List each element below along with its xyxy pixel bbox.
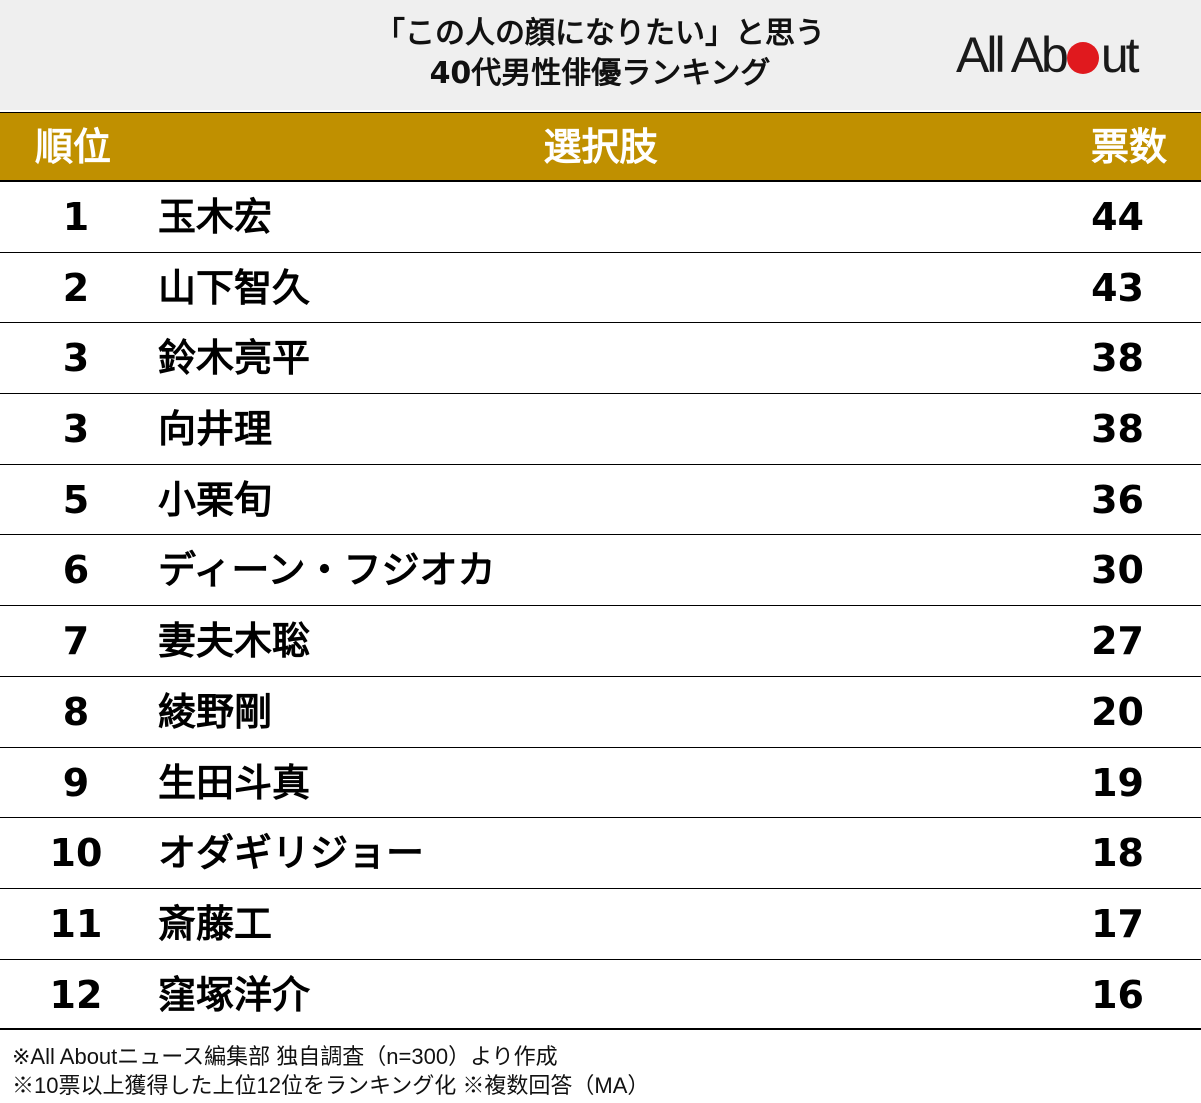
table-row: 10 オダギリジョー 18 (0, 818, 1201, 889)
rank-cell: 8 (62, 689, 90, 734)
votes-cell: 30 (1091, 548, 1144, 593)
rank-cell: 6 (62, 548, 90, 593)
table-row: 11 斎藤工 17 (0, 889, 1201, 960)
ranking-table-body: 1 玉木宏 44 2 山下智久 43 3 鈴木亮平 38 3 向井理 38 5 … (0, 182, 1201, 1031)
table-row: 3 向井理 38 (0, 394, 1201, 465)
table-row: 5 小栗旬 36 (0, 465, 1201, 536)
logo-red-dot-icon (1066, 42, 1099, 74)
table-row: 2 山下智久 43 (0, 253, 1201, 324)
name-cell: 玉木宏 (158, 195, 273, 239)
votes-cell: 20 (1091, 689, 1144, 734)
rank-cell: 7 (62, 619, 90, 664)
logo-text-2: ut (1100, 27, 1140, 83)
name-cell: ディーン・フジオカ (158, 548, 496, 593)
votes-cell: 27 (1091, 619, 1144, 664)
rank-cell: 10 (49, 831, 103, 876)
votes-cell: 17 (1091, 901, 1144, 946)
votes-cell: 44 (1091, 195, 1144, 239)
page-title: 「この人の顔になりたい」と思う 40代男性俳優ランキング (300, 14, 900, 94)
rank-cell: 9 (62, 760, 90, 805)
table-row: 8 綾野剛 20 (0, 677, 1201, 748)
name-cell: 窪塚洋介 (158, 972, 311, 1017)
rank-cell: 11 (49, 901, 103, 946)
footnotes: ※All Aboutニュース編集部 独自調査（n=300）より作成 ※10票以上… (12, 1042, 649, 1100)
column-header-rank: 順位 (35, 125, 112, 169)
votes-cell: 16 (1091, 972, 1144, 1017)
all-about-logo: All Ab ut (956, 27, 1140, 83)
table-row: 6 ディーン・フジオカ 30 (0, 535, 1201, 607)
table-row: 12 窪塚洋介 16 (0, 960, 1201, 1031)
rank-cell: 5 (62, 477, 90, 522)
rank-cell: 3 (62, 407, 90, 452)
rank-cell: 1 (62, 195, 90, 239)
name-cell: 鈴木亮平 (158, 336, 311, 381)
rank-cell: 3 (62, 336, 90, 381)
votes-cell: 38 (1091, 336, 1144, 381)
footnote-source: ※All Aboutニュース編集部 独自調査（n=300）より作成 (12, 1044, 558, 1069)
votes-cell: 38 (1091, 407, 1144, 452)
table-header: 順位 選択肢 票数 (0, 112, 1201, 182)
name-cell: オダギリジョー (158, 831, 425, 876)
name-cell: 向井理 (158, 407, 273, 452)
title-bar: 「この人の顔になりたい」と思う 40代男性俳優ランキング All Ab ut (0, 0, 1201, 110)
table-row: 1 玉木宏 44 (0, 182, 1201, 253)
votes-cell: 43 (1091, 265, 1144, 310)
logo-text-1: All Ab (956, 27, 1069, 83)
column-header-votes: 票数 (1090, 125, 1167, 169)
name-cell: 綾野剛 (158, 689, 273, 734)
votes-cell: 18 (1091, 831, 1144, 876)
name-cell: 生田斗真 (158, 760, 311, 805)
name-cell: 山下智久 (158, 265, 311, 310)
table-row: 3 鈴木亮平 38 (0, 323, 1201, 395)
votes-cell: 36 (1091, 477, 1144, 522)
votes-cell: 19 (1091, 760, 1144, 805)
rank-cell: 2 (62, 265, 90, 310)
name-cell: 斎藤工 (158, 901, 273, 946)
title-line-1: 「この人の顔になりたい」と思う (375, 16, 825, 51)
table-row: 7 妻夫木聡 27 (0, 606, 1201, 677)
title-line-2: 40代男性俳優ランキング (429, 56, 771, 91)
table-row: 9 生田斗真 19 (0, 748, 1201, 819)
name-cell: 妻夫木聡 (158, 619, 311, 664)
footnote-method: ※10票以上獲得した上位12位をランキング化 ※複数回答（MA） (12, 1073, 650, 1098)
name-cell: 小栗旬 (158, 477, 273, 522)
column-header-choice: 選択肢 (543, 125, 658, 169)
rank-cell: 12 (49, 972, 103, 1017)
